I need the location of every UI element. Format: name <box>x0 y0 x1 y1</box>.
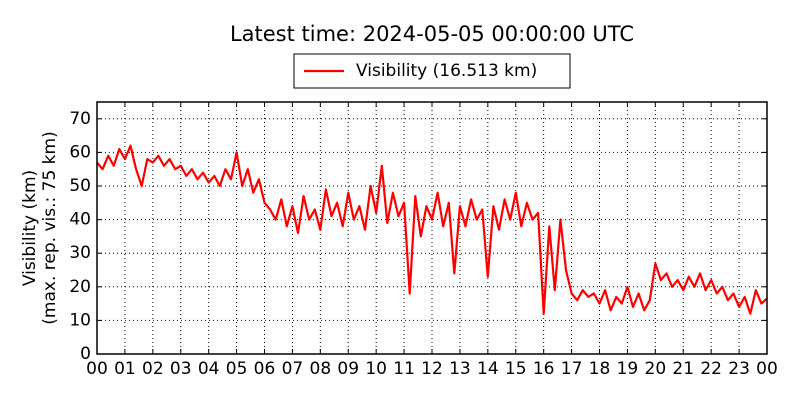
x-tick-label: 06 <box>254 359 276 379</box>
x-tick-label: 01 <box>114 359 136 379</box>
x-tick-label: 18 <box>589 359 611 379</box>
x-tick-label: 03 <box>170 359 192 379</box>
legend-label: Visibility (16.513 km) <box>356 61 537 81</box>
x-tick-label: 09 <box>337 359 359 379</box>
x-tick-label: 07 <box>282 359 304 379</box>
y-axis-label: (max. rep. vis.: 75 km) <box>40 131 60 324</box>
y-tick-label: 50 <box>69 176 91 196</box>
y-tick-label: 60 <box>69 142 91 162</box>
x-tick-label: 19 <box>617 359 639 379</box>
x-tick-label: 13 <box>449 359 471 379</box>
x-tick-label: 17 <box>561 359 583 379</box>
x-tick-label: 21 <box>672 359 694 379</box>
x-tick-label: 10 <box>365 359 387 379</box>
y-tick-label: 40 <box>69 210 91 230</box>
x-tick-label: 12 <box>421 359 443 379</box>
x-tick-label: 16 <box>533 359 555 379</box>
x-tick-label: 20 <box>645 359 667 379</box>
y-tick-label: 30 <box>69 243 91 263</box>
x-tick-label: 15 <box>505 359 527 379</box>
y-tick-label: 20 <box>69 277 91 297</box>
x-tick-label: 23 <box>728 359 750 379</box>
x-tick-label: 04 <box>198 359 220 379</box>
x-tick-label: 05 <box>226 359 248 379</box>
x-tick-label: 11 <box>393 359 415 379</box>
x-tick-label: 14 <box>477 359 499 379</box>
x-tick-label: 02 <box>142 359 164 379</box>
line-series <box>96 144 768 315</box>
x-tick-label: 00 <box>756 359 778 379</box>
y-tick-label: 10 <box>69 310 91 330</box>
x-tick-label: 22 <box>700 359 722 379</box>
y-tick-label: 0 <box>80 344 91 364</box>
chart-title: Latest time: 2024-05-05 00:00:00 UTC <box>230 22 634 46</box>
plot-frame <box>96 101 768 355</box>
y-axis-label: Visibility (km) <box>20 170 40 286</box>
x-tick-label: 08 <box>310 359 332 379</box>
y-tick-label: 70 <box>69 109 91 129</box>
x-tick-label: 00 <box>86 359 108 379</box>
